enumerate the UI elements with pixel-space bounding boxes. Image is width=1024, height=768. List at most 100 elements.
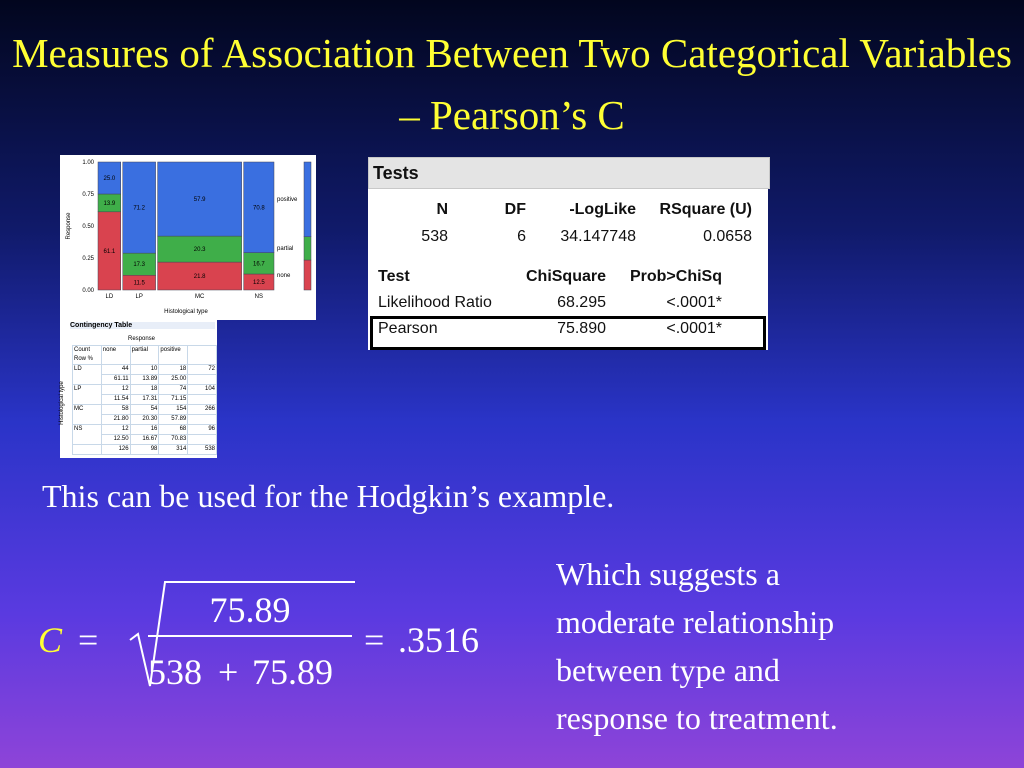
equals: = <box>78 620 98 660</box>
margin-strip <box>303 161 312 237</box>
corner-label: Row % <box>74 356 94 362</box>
blank <box>187 434 217 445</box>
sqrt-sign <box>129 581 355 687</box>
mosaic-plot: 1.00 0.75 0.50 0.25 0.00 Response Histological… <box>60 155 316 320</box>
denominator: 75.89 <box>252 652 333 692</box>
cell-label: 11.5 <box>134 281 146 287</box>
row-pct: 70.83 <box>158 434 189 445</box>
blank <box>72 444 102 455</box>
row-pct: 13.89 <box>129 374 160 385</box>
row-pct: 11.54 <box>100 394 131 405</box>
row-group: Histological type <box>58 381 65 425</box>
row-pct: 21.80 <box>100 414 131 425</box>
column-header: DF <box>504 201 526 218</box>
cell: 75.890 <box>557 320 606 337</box>
total: 538 <box>187 444 217 455</box>
blank <box>187 394 217 405</box>
result: .3516 <box>398 620 479 660</box>
row-pct: 12.50 <box>100 434 131 445</box>
cell-label: 25.0 <box>104 176 116 182</box>
count: 12 <box>100 384 131 395</box>
y-tick-label: 0.00 <box>82 288 94 294</box>
row-pct: 71.15 <box>158 394 189 405</box>
row-pct: 16.67 <box>129 434 160 445</box>
total: 98 <box>129 444 160 455</box>
corner-label: Count <box>74 347 91 353</box>
count-row: NS 12 16 68 96 <box>72 424 217 445</box>
x-axis-label: Histological type <box>164 309 208 315</box>
cell-label: 57.9 <box>194 197 206 203</box>
count: 10 <box>129 364 160 375</box>
cell: Likelihood Ratio <box>378 294 492 311</box>
mosaic-cell <box>97 161 122 195</box>
cell: 68.295 <box>557 294 606 311</box>
count: 266 <box>187 404 217 415</box>
blank <box>187 345 217 365</box>
table-title: Contingency Table <box>70 322 215 329</box>
x-tick-label: NS <box>255 294 263 300</box>
count: 72 <box>187 364 217 375</box>
mosaic-cell <box>157 161 242 237</box>
count: 74 <box>158 384 189 395</box>
note-line: response to treatment. <box>556 700 838 736</box>
legend-label: none <box>277 273 291 279</box>
grid: Count Row % none partial positive LD 44 10 18 72 6… <box>72 345 217 455</box>
count: 16 <box>129 424 160 435</box>
total: 314 <box>158 444 189 455</box>
cell: <.0001* <box>666 294 722 311</box>
y-tick-label: 0.75 <box>82 192 94 198</box>
count: 18 <box>158 364 189 375</box>
count: 68 <box>158 424 189 435</box>
column-group: Response <box>128 336 156 342</box>
highlight-box <box>370 316 766 350</box>
legend-label: partial <box>277 246 293 252</box>
column-header: Prob>ChiSq <box>629 268 722 285</box>
variable: C <box>38 620 63 660</box>
tests-title: Tests <box>368 157 770 189</box>
caption: This can be used for the Hodgkin’s examp… <box>42 478 615 514</box>
y-axis-label: Response <box>66 212 72 240</box>
note-line: between type and <box>556 652 780 688</box>
cell-label: 21.8 <box>194 274 206 280</box>
cell: 34.147748 <box>560 228 636 245</box>
x-tick-label: MC <box>195 294 205 300</box>
column-header: partial <box>129 345 160 365</box>
column-header: RSquare (U) <box>659 201 752 218</box>
pct-row: 21.80 20.30 57.89 <box>73 414 217 425</box>
cell-label: 20.3 <box>194 247 206 253</box>
count-row: LP 12 18 74 104 <box>72 384 217 405</box>
column-header: Test <box>378 268 410 285</box>
numerator: 75.89 <box>210 590 291 630</box>
margin-strip <box>303 259 312 291</box>
margin-strip <box>303 236 312 261</box>
count: 18 <box>129 384 160 395</box>
count: 96 <box>187 424 217 435</box>
y-tick-label: 0.50 <box>82 224 94 230</box>
denominator: 538 <box>148 652 202 692</box>
blank <box>187 374 217 385</box>
column-header: N <box>436 201 448 218</box>
row-label: MC <box>72 404 102 425</box>
row-pct: 17.31 <box>129 394 160 405</box>
row-label: LD <box>72 364 102 385</box>
cell-label: 17.3 <box>133 262 145 268</box>
blank <box>187 414 217 425</box>
cell: 538 <box>421 228 448 245</box>
cell-label: 70.8 <box>253 205 265 211</box>
contingency-table: Contingency Table Response Histological ty… <box>58 320 217 458</box>
cell-label: 71.2 <box>133 206 145 212</box>
slide-title: Measures of Association Between Two Cate… <box>12 30 1012 138</box>
count: 154 <box>158 404 189 415</box>
corner: Count Row % <box>72 345 102 365</box>
count-row: MC 58 54 154 266 <box>72 404 217 425</box>
note-line: Which suggests a <box>556 556 780 592</box>
mosaic-cell <box>243 161 275 253</box>
row-label: LP <box>72 384 102 405</box>
legend-label: positive <box>277 197 298 203</box>
count: 58 <box>100 404 131 415</box>
equals: = <box>364 620 384 660</box>
column-header: ChiSquare <box>525 268 606 285</box>
total-row: 126 98 314 538 <box>72 444 217 455</box>
count: 12 <box>100 424 131 435</box>
row-pct: 25.00 <box>158 374 189 385</box>
